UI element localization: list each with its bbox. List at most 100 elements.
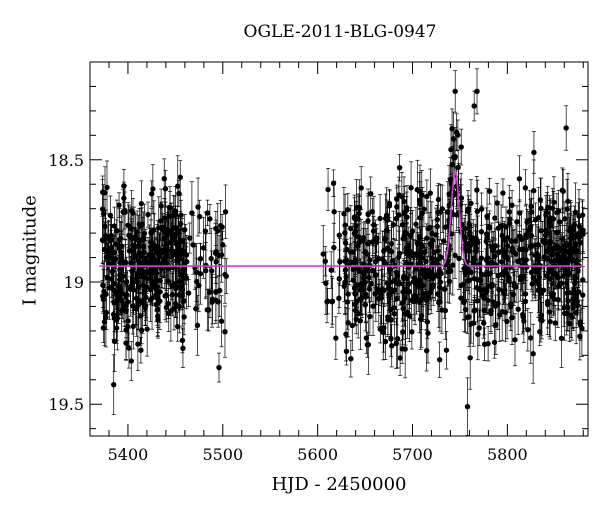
data-point: [387, 286, 393, 292]
data-point: [466, 277, 473, 284]
data-point: [372, 272, 378, 278]
data-point: [434, 216, 440, 223]
data-point: [193, 269, 200, 276]
data-point: [450, 136, 457, 142]
data-point: [102, 223, 108, 230]
data-point: [560, 188, 566, 194]
data-point: [483, 231, 490, 237]
data-point: [580, 292, 586, 298]
data-point: [485, 297, 491, 304]
data-point: [182, 251, 189, 257]
data-point: [547, 318, 553, 325]
data-point: [558, 261, 564, 267]
data-point: [401, 198, 407, 205]
data-point: [546, 309, 553, 315]
data-point: [501, 237, 507, 243]
data-point: [135, 237, 141, 244]
data-point: [208, 255, 214, 262]
data-point: [507, 216, 513, 222]
data-point: [123, 340, 129, 346]
data-point: [397, 355, 403, 361]
data-point: [358, 296, 364, 302]
data-point: [488, 310, 494, 317]
data-point: [463, 240, 469, 246]
data-point: [381, 248, 387, 254]
data-point: [409, 329, 415, 335]
data-point: [455, 132, 461, 138]
data-point: [133, 306, 140, 312]
data-point: [446, 278, 453, 285]
data-point: [498, 249, 505, 255]
data-point: [207, 216, 213, 222]
data-point: [320, 251, 326, 257]
data-point: [376, 296, 382, 302]
data-point: [484, 213, 490, 220]
data-point: [123, 279, 130, 285]
data-point: [349, 322, 355, 329]
data-point: [447, 176, 454, 183]
data-point: [492, 215, 498, 221]
data-point: [403, 207, 410, 214]
data-point: [378, 291, 384, 298]
data-point: [387, 292, 393, 298]
data-point: [442, 307, 449, 314]
data-point: [557, 219, 563, 225]
data-point: [394, 272, 400, 279]
data-point: [452, 153, 458, 160]
data-point: [143, 284, 149, 290]
data-point: [222, 209, 229, 215]
data-point: [111, 315, 118, 321]
data-point: [515, 258, 521, 265]
data-point: [486, 223, 492, 230]
data-point: [177, 284, 184, 291]
data-point: [190, 242, 196, 248]
data-point: [202, 228, 209, 234]
data-point: [404, 309, 411, 315]
data-point: [496, 286, 502, 293]
data-point: [538, 312, 545, 318]
data-point: [367, 313, 373, 320]
plot-frame: [89, 61, 589, 437]
data-point: [491, 339, 498, 346]
data-point: [149, 295, 155, 301]
data-point: [384, 217, 391, 223]
data-point: [207, 289, 213, 296]
data-point: [427, 272, 433, 278]
data-point: [173, 303, 180, 310]
data-point: [506, 278, 512, 284]
data-point: [157, 278, 163, 284]
data-point: [356, 268, 362, 274]
data-point: [118, 235, 124, 242]
data-point: [464, 403, 471, 410]
data-point: [546, 223, 553, 229]
data-point: [570, 290, 576, 296]
data-point: [394, 295, 400, 302]
data-point: [479, 271, 485, 278]
data-point: [114, 325, 120, 331]
data-point: [172, 225, 178, 231]
data-point: [576, 223, 583, 230]
data-point: [367, 257, 373, 263]
data-point: [337, 259, 343, 265]
data-point: [144, 326, 150, 332]
data-point: [508, 302, 514, 309]
data-point: [356, 210, 362, 217]
data-point: [388, 241, 395, 247]
data-point: [458, 295, 464, 301]
data-point: [128, 260, 134, 266]
data-point: [130, 210, 136, 216]
data-point: [127, 286, 134, 293]
data-point: [365, 342, 372, 348]
data-point: [548, 258, 555, 264]
data-point: [344, 246, 350, 253]
data-point: [558, 280, 565, 287]
data-point: [503, 224, 509, 230]
data-point: [514, 219, 520, 225]
data-point: [415, 277, 422, 284]
data-point: [368, 190, 374, 197]
data-point: [385, 317, 391, 323]
data-point: [204, 210, 211, 216]
data-point: [574, 257, 580, 264]
data-point: [146, 260, 152, 266]
data-point: [431, 249, 437, 256]
